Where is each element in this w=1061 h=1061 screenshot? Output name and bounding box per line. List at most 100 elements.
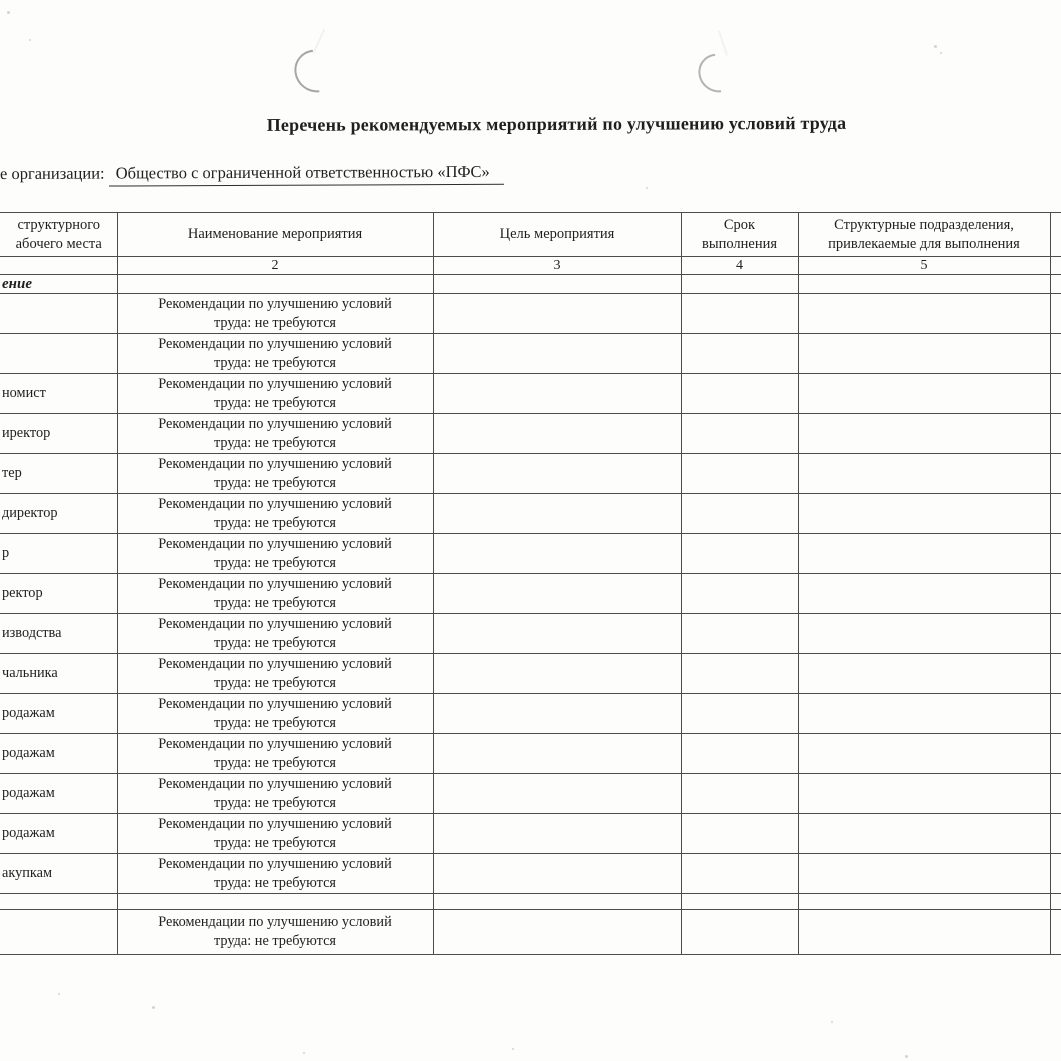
document-title: Перечень рекомендуемых мероприятий по ул… bbox=[266, 112, 847, 135]
departments-cell bbox=[797, 573, 1051, 614]
departments-cell bbox=[797, 909, 1051, 955]
goal-cell bbox=[432, 893, 682, 910]
workplace-cell: родажам bbox=[0, 773, 118, 814]
table-row: чальника Рекомендации по улучшению услов… bbox=[0, 653, 1061, 694]
deadline-cell bbox=[680, 653, 799, 694]
col-header-cutoff bbox=[1049, 212, 1061, 257]
cutoff-cell bbox=[1049, 909, 1061, 955]
organization-line: е организации: Общество с ограниченной о… bbox=[0, 161, 504, 187]
col-header-deadline: Срок выполнения bbox=[680, 212, 799, 257]
section-row: ение bbox=[0, 274, 1061, 294]
workplace-cell: тер bbox=[0, 453, 118, 494]
cutoff-cell bbox=[1049, 373, 1061, 414]
goal-cell bbox=[432, 533, 682, 574]
table-row: ректор Рекомендации по улучшению условий… bbox=[0, 573, 1061, 614]
measure-cell: Рекомендации по улучшению условий труда: … bbox=[116, 653, 434, 694]
workplace-cell: ректор bbox=[0, 573, 118, 614]
measure-cell bbox=[116, 893, 434, 910]
departments-cell bbox=[797, 493, 1051, 534]
col-header-measure: Наименование мероприятия bbox=[116, 212, 434, 257]
table-row: Рекомендации по улучшению условий труда: … bbox=[0, 293, 1061, 334]
workplace-cell bbox=[0, 909, 118, 955]
table-row: акупкам Рекомендации по улучшению услови… bbox=[0, 853, 1061, 894]
deadline-cell bbox=[680, 573, 799, 614]
cutoff-cell bbox=[1049, 493, 1061, 534]
departments-cell bbox=[797, 533, 1051, 574]
workplace-cell: директор bbox=[0, 493, 118, 534]
departments-cell bbox=[797, 453, 1051, 494]
goal-cell bbox=[432, 493, 682, 534]
goal-cell bbox=[432, 653, 682, 694]
goal-cell bbox=[432, 773, 682, 814]
col-number-5: 5 bbox=[797, 256, 1051, 275]
col-number-1 bbox=[0, 256, 118, 275]
deadline-cell bbox=[680, 733, 799, 774]
departments-cell bbox=[797, 333, 1051, 374]
workplace-cell: родажам bbox=[0, 693, 118, 734]
col-header-goal: Цель мероприятия bbox=[432, 212, 682, 257]
cutoff-cell bbox=[1049, 533, 1061, 574]
goal-cell bbox=[432, 373, 682, 414]
departments-cell bbox=[797, 293, 1051, 334]
measure-cell: Рекомендации по улучшению условий труда: … bbox=[116, 493, 434, 534]
departments-cell bbox=[797, 373, 1051, 414]
deadline-cell bbox=[680, 373, 799, 414]
cutoff-cell bbox=[1049, 773, 1061, 814]
workplace-cell bbox=[0, 293, 118, 334]
deadline-cell bbox=[680, 909, 799, 955]
measure-cell: Рекомендации по улучшению условий труда: … bbox=[116, 413, 434, 454]
workplace-cell bbox=[0, 333, 118, 374]
deadline-cell bbox=[680, 613, 799, 654]
cutoff-cell bbox=[1049, 893, 1061, 910]
cutoff-cell bbox=[1049, 333, 1061, 374]
measure-cell: Рекомендации по улучшению условий труда: … bbox=[116, 613, 434, 654]
cutoff-cell bbox=[1049, 613, 1061, 654]
table-row: родажам Рекомендации по улучшению услови… bbox=[0, 773, 1061, 814]
scan-smudge bbox=[718, 30, 728, 56]
col-number-cutoff bbox=[1049, 256, 1061, 275]
departments-cell bbox=[797, 693, 1051, 734]
table-row: р Рекомендации по улучшению условий труда… bbox=[0, 533, 1061, 574]
col-number-2: 2 bbox=[116, 256, 434, 275]
deadline-cell bbox=[680, 533, 799, 574]
cutoff-cell bbox=[1049, 853, 1061, 894]
cutoff-cell bbox=[1049, 693, 1061, 734]
measure-cell: Рекомендации по улучшению условий труда: … bbox=[116, 453, 434, 494]
table-row bbox=[0, 893, 1061, 910]
departments-cell bbox=[797, 773, 1051, 814]
measure-cell: Рекомендации по улучшению условий труда: … bbox=[116, 293, 434, 334]
deadline-cell bbox=[680, 893, 799, 910]
goal-cell bbox=[432, 909, 682, 955]
deadline-cell bbox=[680, 693, 799, 734]
workplace-cell: номист bbox=[0, 373, 118, 414]
measure-cell: Рекомендации по улучшению условий труда: … bbox=[116, 733, 434, 774]
table-row: номист Рекомендации по улучшению условий… bbox=[0, 373, 1061, 414]
workplace-cell bbox=[0, 893, 118, 910]
workplace-cell: родажам bbox=[0, 813, 118, 854]
departments-cell bbox=[797, 853, 1051, 894]
deadline-cell bbox=[680, 453, 799, 494]
goal-cell bbox=[432, 853, 682, 894]
deadline-cell bbox=[680, 853, 799, 894]
section-label: ение bbox=[0, 274, 118, 294]
table-row: Рекомендации по улучшению условий труда: … bbox=[0, 333, 1061, 374]
departments-cell bbox=[797, 653, 1051, 694]
workplace-cell: иректор bbox=[0, 413, 118, 454]
column-number-row: 2 3 4 5 bbox=[0, 256, 1061, 275]
col-number-3: 3 bbox=[432, 256, 682, 275]
measure-cell: Рекомендации по улучшению условий труда: … bbox=[116, 533, 434, 574]
departments-cell bbox=[797, 733, 1051, 774]
table-row: родажам Рекомендации по улучшению услови… bbox=[0, 693, 1061, 734]
goal-cell bbox=[432, 613, 682, 654]
organization-name: Общество с ограниченной ответственностью… bbox=[108, 161, 504, 187]
table-row: Рекомендации по улучшению условий труда: … bbox=[0, 909, 1061, 955]
table-row: иректор Рекомендации по улучшению услови… bbox=[0, 413, 1061, 454]
goal-cell bbox=[432, 813, 682, 854]
cutoff-cell bbox=[1049, 293, 1061, 334]
workplace-cell: чальника bbox=[0, 653, 118, 694]
col-header-departments: Структурные подразделения, привлекаемые … bbox=[797, 212, 1051, 257]
goal-cell bbox=[432, 573, 682, 614]
deadline-cell bbox=[680, 333, 799, 374]
goal-cell bbox=[432, 293, 682, 334]
